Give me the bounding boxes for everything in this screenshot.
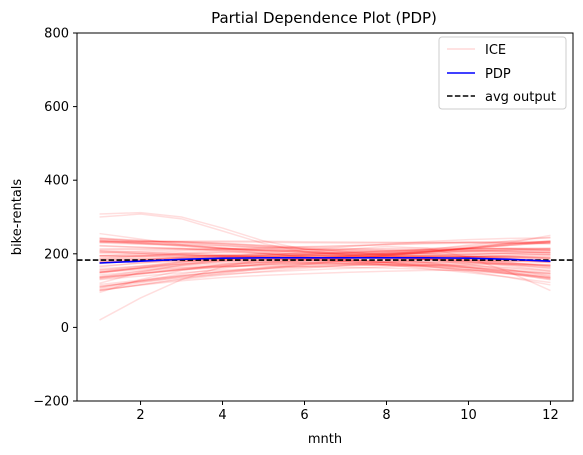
ice-line <box>99 260 551 266</box>
y-tick-label: 600 <box>44 100 69 115</box>
ice-line <box>99 241 551 244</box>
x-tick-label: 2 <box>136 408 144 423</box>
legend-ice-label: ICE <box>485 43 506 58</box>
ice-line <box>99 262 551 275</box>
ice-line <box>99 232 551 255</box>
ice-line <box>99 255 551 286</box>
ice-lines-group <box>99 211 551 321</box>
ice-line <box>99 263 551 290</box>
y-tick-label: 0 <box>61 321 69 336</box>
pdp-line-group <box>99 257 551 264</box>
ice-line <box>99 254 551 292</box>
ice-line <box>99 236 551 288</box>
ice-line <box>99 254 551 263</box>
legend-pdp-label: PDP <box>485 67 511 82</box>
ice-line <box>99 253 551 321</box>
ice-line <box>99 242 551 257</box>
y-tick-label: 400 <box>44 174 69 189</box>
x-axis-ticks: 2 4 6 8 10 12 <box>136 401 559 423</box>
y-axis-ticks: −200 0 200 400 600 800 <box>33 27 77 410</box>
ice-line <box>99 247 551 269</box>
ice-line <box>99 241 551 258</box>
y-tick-label: 200 <box>44 247 69 262</box>
y-tick-label: −200 <box>33 395 69 410</box>
ice-line <box>99 249 551 258</box>
ice-line <box>99 211 551 267</box>
ice-line <box>99 263 551 280</box>
axes-frame <box>76 32 574 402</box>
x-tick-label: 8 <box>382 408 390 423</box>
ice-line <box>99 248 551 264</box>
pdp-line <box>99 257 551 264</box>
ice-line <box>99 250 551 262</box>
x-tick-label: 6 <box>300 408 308 423</box>
ice-line <box>99 240 551 245</box>
ice-line <box>99 247 551 278</box>
legend: ICE PDP avg output <box>438 36 567 110</box>
x-tick-label: 12 <box>542 408 559 423</box>
ice-line <box>99 247 551 261</box>
ice-line <box>99 262 551 276</box>
x-axis-label: mnth <box>308 432 342 447</box>
ice-line <box>99 240 551 259</box>
ice-line <box>99 238 551 253</box>
ice-line <box>99 251 551 280</box>
ice-line <box>99 263 551 288</box>
legend-avg-output-label: avg output <box>485 90 556 105</box>
ice-line <box>99 269 551 291</box>
ice-line <box>99 255 551 263</box>
ice-line <box>99 252 551 264</box>
x-tick-label: 4 <box>218 408 226 423</box>
ice-line <box>99 240 551 260</box>
ice-line <box>99 241 551 281</box>
ice-line <box>99 255 551 278</box>
ice-line <box>99 237 551 252</box>
ice-line <box>99 242 551 256</box>
chart-title: Partial Dependence Plot (PDP) <box>211 9 437 27</box>
ice-line <box>99 237 551 275</box>
legend-box <box>438 36 567 110</box>
x-tick-label: 10 <box>460 408 477 423</box>
ice-line <box>99 248 551 263</box>
ice-line <box>99 239 551 284</box>
ice-line <box>99 253 551 281</box>
y-tick-label: 800 <box>44 27 69 42</box>
ice-line <box>99 263 551 289</box>
y-axis-label: bike-rentals <box>10 179 25 256</box>
ice-line <box>99 240 551 260</box>
ice-line <box>99 265 551 279</box>
ice-line <box>99 249 551 273</box>
ice-line <box>99 240 551 292</box>
ice-line <box>99 240 551 286</box>
ice-line <box>99 247 551 274</box>
ice-line <box>99 239 551 254</box>
ice-line <box>99 240 551 277</box>
ice-line <box>99 249 551 280</box>
